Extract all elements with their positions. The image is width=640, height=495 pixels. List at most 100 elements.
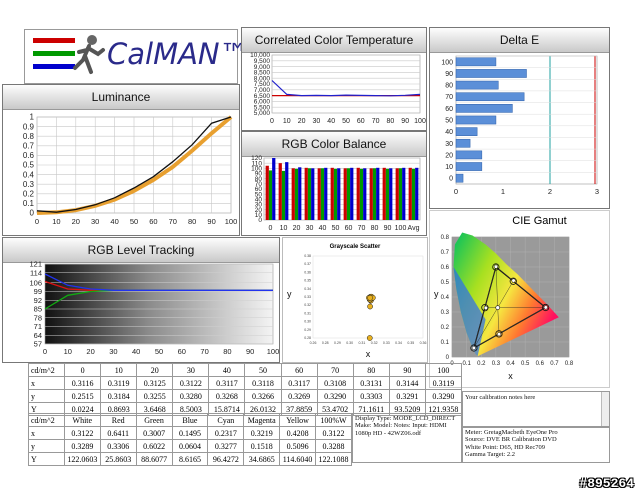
level-tracking-ytick-label: 99 [34,287,42,296]
cct-ytick-label: 6,000 [254,99,271,106]
level-tracking-xtick-label: 20 [86,347,94,356]
grayscale-table-cell: 0.3108 [316,376,354,390]
color-table-header-row: cd/m^2 White Red Green Blue Cyan Magenta Yellow… [28,413,352,427]
notes-scrollbar[interactable] [601,392,609,426]
grayscale-table-row: x 0.3116 0.3119 0.3125 0.3122 0.3117 0.3118 0.3… [27,376,463,390]
grayscale-table-row: y 0.2515 0.3184 0.3255 0.3280 0.3268 0.3266 0.3… [27,389,463,403]
luminance-ytick-label: 0.9 [23,122,35,131]
rgb-balance-bar-green [307,168,312,220]
color-table-cell: 100%W [315,413,352,427]
grayscale-table-cell: y [27,389,66,403]
level-tracking-xtick-label: 10 [64,347,72,356]
cct-xtick-label: 80 [387,118,395,125]
color-table-cell: 0.3122 [315,426,352,440]
rgb-balance-bar-green [372,168,377,220]
rgb-balance-ytick-label: 10 [255,212,263,219]
grayscale-table-cell: 0.3119 [424,376,463,390]
delta-e-bar [455,80,499,90]
rgb-balance-ytick-label: 80 [255,176,263,183]
color-table-row: y 0.3289 0.3306 0.6022 0.0604 0.3277 0.1518 0.5… [28,439,352,453]
scatter-xtick-label: 0.29 [334,341,341,345]
rgb-balance-bar-green [411,168,416,220]
scatter-xtick-label: 0.36 [420,341,427,345]
rgb-balance-xtick-label: 10 [280,225,288,232]
rgb-balance-bar-blue [272,158,276,220]
cct-panel: Correlated Color Temperature 5,000 5,500 6… [241,27,427,131]
cie-whitepoint-spoke [495,266,498,308]
rgb-balance-bar-green [320,168,325,220]
grayscale-table-cell: 0.3116 [64,376,102,390]
cie-xtick-label: 0.3 [492,361,501,367]
grayscale-table-cell: 121.9358 [424,402,463,416]
rgb-balance-bar-green [333,168,338,220]
cie-y-axis-label: y [434,289,439,299]
rgb-balance-ytick-label: 70 [255,181,263,188]
grayscale-table-cell: 0.3117 [280,376,318,390]
delta-e-bar [455,150,483,160]
grayscale-table-cell: 0.2515 [64,389,102,403]
cie-target-marker [481,304,489,312]
logo-panel: CalMAN™ [24,29,249,84]
cct-ytick-label: 8,500 [254,70,271,77]
rgb-balance-bar-red [369,168,373,220]
rgb-balance-bar-green [268,170,273,220]
delta-e-panel: Delta E 100 90 80 70 60 50 40 30 20 10 0 0 1 2 3 [429,27,610,209]
display-info-line: Display Type: MODE_LCD_DIRECT [355,415,456,422]
rgb-balance-bar-red [382,167,386,220]
rgb-balance-ytick-label: 100 [251,166,262,173]
delta-e-xtick-label: 0 [454,187,458,196]
color-table-cell: 114.6040 [279,452,316,466]
delta-e-bar [455,69,527,78]
scatter-ytick-label: 0.37 [304,262,311,266]
grayscale-table-cell: 0.3119 [100,376,138,390]
level-tracking-ytick-label: 71 [34,322,42,331]
grayscale-table-cell: 40 [208,363,246,377]
color-table-cell: White [63,413,101,427]
cie-ytick-label: 0.2 [441,325,450,331]
grayscale-table-cell: 0.3125 [136,376,174,390]
notes-box[interactable]: Your calibration notes here [462,391,610,427]
scatter-xtick-label: 0.35 [407,341,414,345]
level-tracking-xtick-label: 40 [132,347,140,356]
grayscale-table-cell: 20 [136,363,174,377]
rgb-balance-bar-blue [285,162,289,220]
rgb-balance-xtick-label: 20 [293,225,301,232]
level-tracking-xtick-label: 60 [178,347,186,356]
rgb-balance-bar-red [408,167,412,220]
delta-e-bar [455,138,471,148]
cct-xtick-label: 60 [357,118,365,125]
rgb-balance-bar-blue [311,168,315,220]
color-table-cell: 0.3306 [99,439,137,453]
level-tracking-xtick-label: 50 [155,347,163,356]
cie-gamut-chart: 0 0.1 0.2 0.3 0.4 0.5 0.6 0.7 0.800.10.20.30.40.… [434,232,574,381]
grayscale-table-cell: 30 [172,363,210,377]
level-tracking-title: RGB Level Tracking [3,238,279,263]
cct-measured-line [271,80,421,97]
rgb-balance-xtick-label: 0 [269,225,273,232]
rgb-balance-ytick-label: 60 [255,186,263,193]
cct-ytick-label: 9,000 [254,64,271,71]
cie-measured-point [493,264,499,269]
rgb-balance-bar-red [278,163,282,220]
grayscale-table-cell: 0.3266 [244,389,282,403]
delta-e-ytick-label: 90 [445,71,453,78]
scatter-ytick-label: 0.38 [304,254,311,258]
cct-chart: 5,0005,5006,0006,5007,0007,5008,0008,500… [250,52,426,125]
grayscale-table-cell: 0.3268 [208,389,246,403]
rgb-balance-bar-blue [363,168,367,220]
color-table-cell: 0.1518 [243,439,281,453]
meter-info-line: White Point: D65, HD Rec709 [465,443,545,451]
level-tracking-plot-area [44,263,274,345]
color-table-cell: 8.6165 [171,452,209,466]
color-table-cell: 0.3122 [63,426,101,440]
grayscale-table-cell: 0.3118 [244,376,282,390]
luminance-ytick-label: 0.2 [23,189,35,198]
luminance-ytick-label: 0.5 [23,161,35,170]
cie-xtick-label: 0.6 [536,361,545,367]
color-table-cell: 0.5096 [279,439,316,453]
grayscale-table-cell: 71.1611 [352,402,390,416]
color-table-cell: 96.4272 [207,452,245,466]
scatter-xtick-label: 0.33 [383,341,390,345]
level-tracking-ytick-label: 57 [34,340,42,349]
